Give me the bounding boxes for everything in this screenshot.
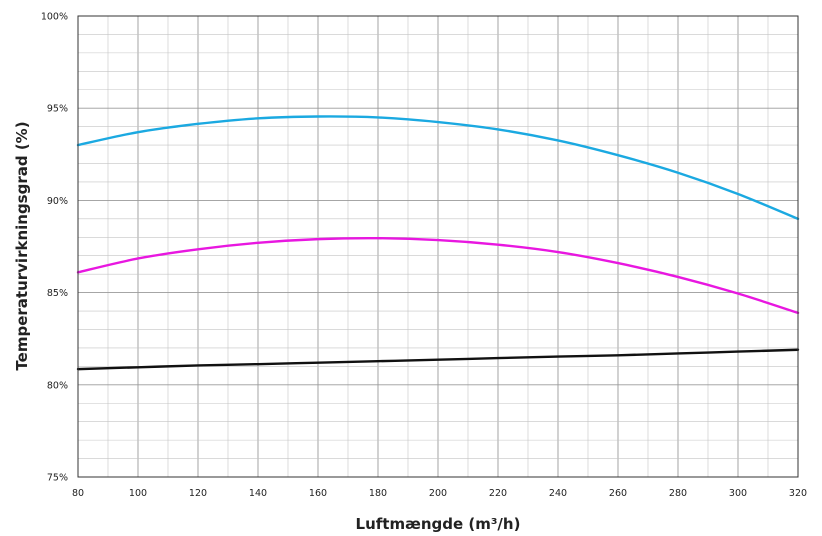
y-axis-title: Temperaturvirkningsgrad (%) — [13, 121, 31, 370]
series-line-1 — [76, 115, 800, 221]
x-tick-label: 100 — [129, 488, 147, 499]
x-tick-label: 280 — [669, 488, 687, 499]
x-tick-label: 300 — [729, 488, 747, 499]
series-line-2 — [76, 236, 800, 315]
x-tick-label: 140 — [249, 488, 267, 499]
x-tick-label: 120 — [189, 488, 207, 499]
x-tick-label: 160 — [309, 488, 327, 499]
y-tick-label: 85% — [47, 288, 68, 299]
x-tick-label: 320 — [789, 488, 807, 499]
grid — [77, 15, 799, 478]
y-tick-label: 80% — [47, 380, 68, 391]
y-tick-label: 75% — [47, 473, 68, 484]
series-layer — [76, 115, 800, 371]
x-tick-label: 240 — [549, 488, 567, 499]
y-tick-label: 90% — [47, 196, 68, 207]
x-tick-label: 180 — [369, 488, 387, 499]
series-line-3 — [76, 348, 800, 371]
x-axis-title: Luftmængde (m³/h) — [356, 515, 521, 533]
x-tick-label: 80 — [72, 488, 84, 499]
y-tick-label: 95% — [47, 104, 68, 115]
y-tick-label: 100% — [41, 12, 68, 23]
x-tick-label: 260 — [609, 488, 627, 499]
tick-labels: 80 100 120 140 160 180 200 220 240 260 280 300 320 75… — [41, 12, 807, 500]
x-tick-label: 220 — [489, 488, 507, 499]
plot-frame — [77, 15, 799, 478]
x-tick-label: 200 — [429, 488, 447, 499]
